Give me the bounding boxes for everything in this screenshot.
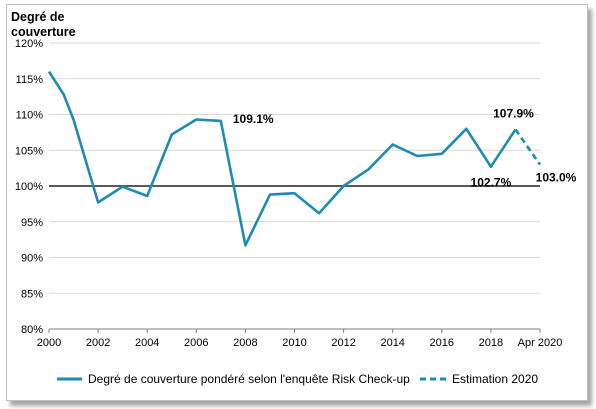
- y-tick-label: 100%: [15, 181, 43, 193]
- x-tick-label: 2004: [135, 337, 159, 349]
- legend-label-coverage: Degré de couverture pondéré selon l'enqu…: [88, 372, 410, 386]
- x-tick-label: Apr 2020: [518, 337, 563, 349]
- x-tick-label: 2014: [380, 337, 404, 349]
- y-tick-label: 105%: [15, 145, 43, 157]
- y-tick-label: 95%: [21, 217, 43, 229]
- series-lines: [47, 70, 542, 247]
- x-tick-label: 2018: [479, 337, 503, 349]
- data-label: 102.7%: [471, 176, 512, 190]
- y-axis-title-line-1: Degré de: [11, 10, 65, 24]
- grid-lines: [48, 42, 541, 333]
- y-axis-title-line-2: couverture: [11, 25, 76, 39]
- y-tick-label: 120%: [15, 38, 43, 50]
- series-line-estimation-2020: [514, 128, 542, 166]
- series-line-coverage: [47, 70, 517, 247]
- data-label: 109.1%: [233, 112, 274, 126]
- x-tick-label: 2008: [233, 337, 257, 349]
- legend: Degré de couverture pondéré selon l'enqu…: [57, 372, 538, 386]
- tick-labels: 80% 85% 90% 95% 100% 105% 110% 115% 120% 2000 2002…: [15, 38, 562, 349]
- x-tick-label: 2016: [430, 337, 454, 349]
- data-label: 107.9%: [493, 107, 534, 121]
- chart-frame: [6, 4, 588, 401]
- y-tick-label: 85%: [21, 288, 43, 300]
- x-tick-label: 2010: [282, 337, 306, 349]
- x-tick-label: 2012: [331, 337, 355, 349]
- y-tick-label: 110%: [16, 110, 44, 122]
- y-tick-label: 115%: [16, 74, 44, 86]
- x-tick-label: 2006: [184, 337, 208, 349]
- x-tick-label: 2002: [86, 337, 110, 349]
- data-annotations: 109.1% 107.9% 102.7% 103.0%: [233, 107, 577, 190]
- legend-label-estimation: Estimation 2020: [452, 372, 538, 386]
- x-tick-label: 2000: [37, 337, 61, 349]
- y-tick-label: 80%: [21, 324, 43, 336]
- data-label: 103.0%: [536, 171, 577, 185]
- y-tick-label: 90%: [21, 253, 43, 265]
